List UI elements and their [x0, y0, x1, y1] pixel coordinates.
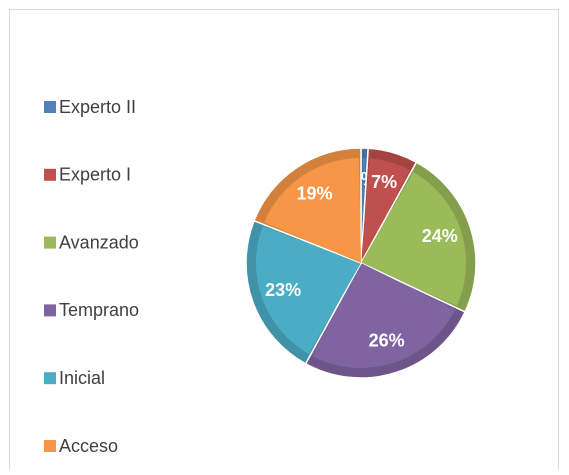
legend-swatch: [44, 440, 56, 452]
pie-slice-face: [312, 263, 456, 368]
pie-slice-face: [361, 158, 410, 263]
legend-label: Inicial: [59, 368, 105, 388]
data-label: 23%: [265, 280, 301, 300]
legend-swatch: [44, 372, 56, 385]
data-label: 24%: [422, 226, 458, 246]
pie-slice-face: [264, 158, 361, 263]
legend-swatch: [44, 101, 56, 113]
legend-label: Temprano: [59, 300, 139, 320]
legend-label: Acceso: [59, 436, 118, 456]
legend-label: Avanzado: [59, 232, 139, 252]
legend-swatch: [44, 304, 56, 317]
pie-slice-face: [256, 226, 361, 354]
legend-label: Experto II: [59, 97, 136, 117]
data-label: 19%: [296, 183, 332, 203]
legend-swatch: [44, 236, 56, 249]
data-label: 7%: [371, 172, 397, 192]
legend-swatch: [44, 168, 56, 181]
legend-label: Experto I: [59, 165, 131, 185]
data-label: 26%: [369, 330, 405, 350]
pie-slice-face: [361, 172, 467, 306]
